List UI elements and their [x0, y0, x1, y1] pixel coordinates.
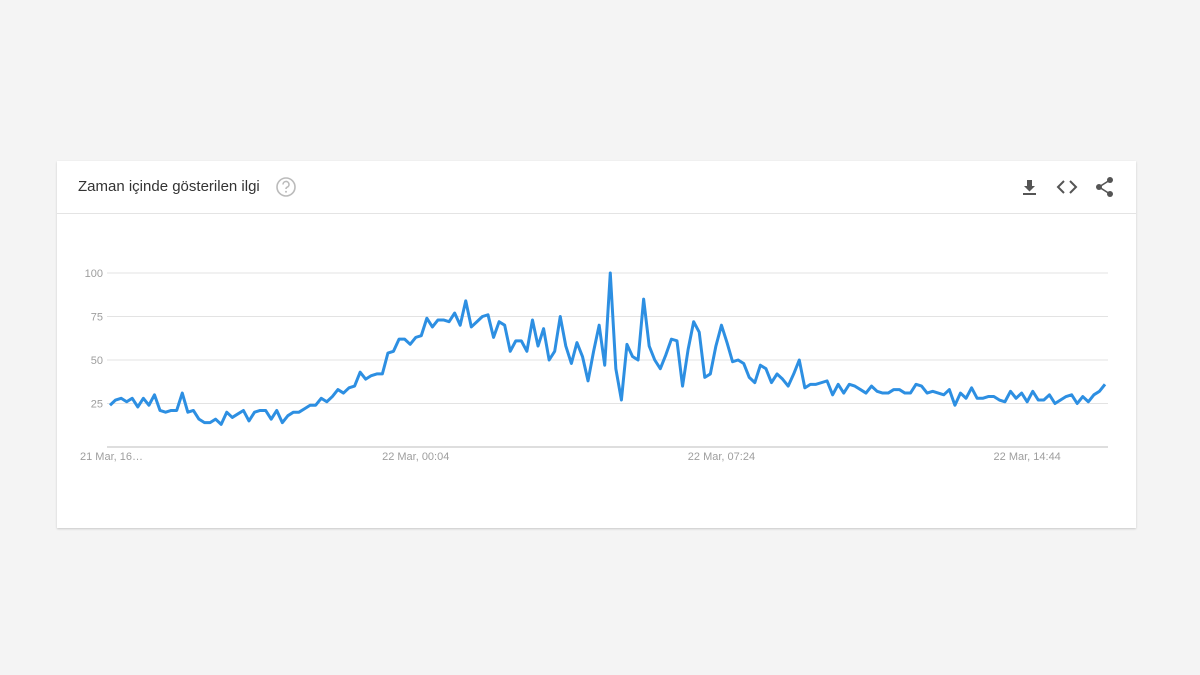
toolbar-icons [1023, 177, 1113, 197]
trend-line [108, 271, 1107, 426]
y-tick-label: 100 [85, 268, 103, 280]
widget-header: Zaman içinde gösterilen ilgi [57, 161, 1136, 214]
help-icon[interactable] [275, 176, 297, 198]
x-tick-label: 22 Mar, 00:04 [382, 451, 449, 463]
y-tick-label: 50 [91, 355, 103, 367]
download-icon[interactable] [1023, 180, 1036, 195]
x-tick-label: 22 Mar, 07:24 [688, 451, 755, 463]
x-tick-label: 21 Mar, 16… [80, 451, 143, 463]
share-icon[interactable] [1096, 177, 1113, 197]
y-tick-label: 25 [91, 399, 103, 411]
widget-title: Zaman içinde gösterilen ilgi [78, 178, 260, 195]
embed-icon[interactable] [1056, 180, 1078, 194]
x-tick-label: 22 Mar, 14:44 [994, 451, 1061, 463]
y-tick-label: 75 [91, 312, 103, 324]
